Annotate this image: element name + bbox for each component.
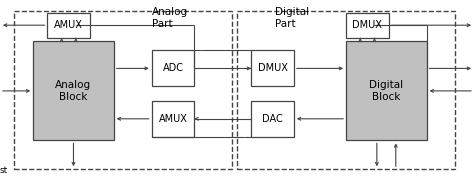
Text: DMUX: DMUX bbox=[352, 20, 383, 30]
Bar bbox=[251, 101, 294, 137]
Text: Analog
Part: Analog Part bbox=[152, 7, 188, 29]
Bar bbox=[14, 11, 232, 169]
Bar bbox=[47, 13, 90, 38]
Bar bbox=[152, 50, 194, 86]
Bar bbox=[346, 13, 389, 38]
Text: Digital
Part: Digital Part bbox=[275, 7, 309, 29]
Bar bbox=[346, 41, 427, 140]
Text: AMUX: AMUX bbox=[159, 114, 187, 124]
Text: Analog
Block: Analog Block bbox=[55, 80, 91, 102]
Text: Digital
Block: Digital Block bbox=[369, 80, 403, 102]
Text: DAC: DAC bbox=[262, 114, 283, 124]
Text: DMUX: DMUX bbox=[257, 63, 288, 73]
Text: ADC: ADC bbox=[163, 63, 183, 73]
Text: st: st bbox=[0, 166, 8, 175]
Bar bbox=[33, 41, 114, 140]
Bar bbox=[251, 50, 294, 86]
Bar bbox=[237, 11, 455, 169]
Bar bbox=[152, 101, 194, 137]
Text: AMUX: AMUX bbox=[55, 20, 83, 30]
